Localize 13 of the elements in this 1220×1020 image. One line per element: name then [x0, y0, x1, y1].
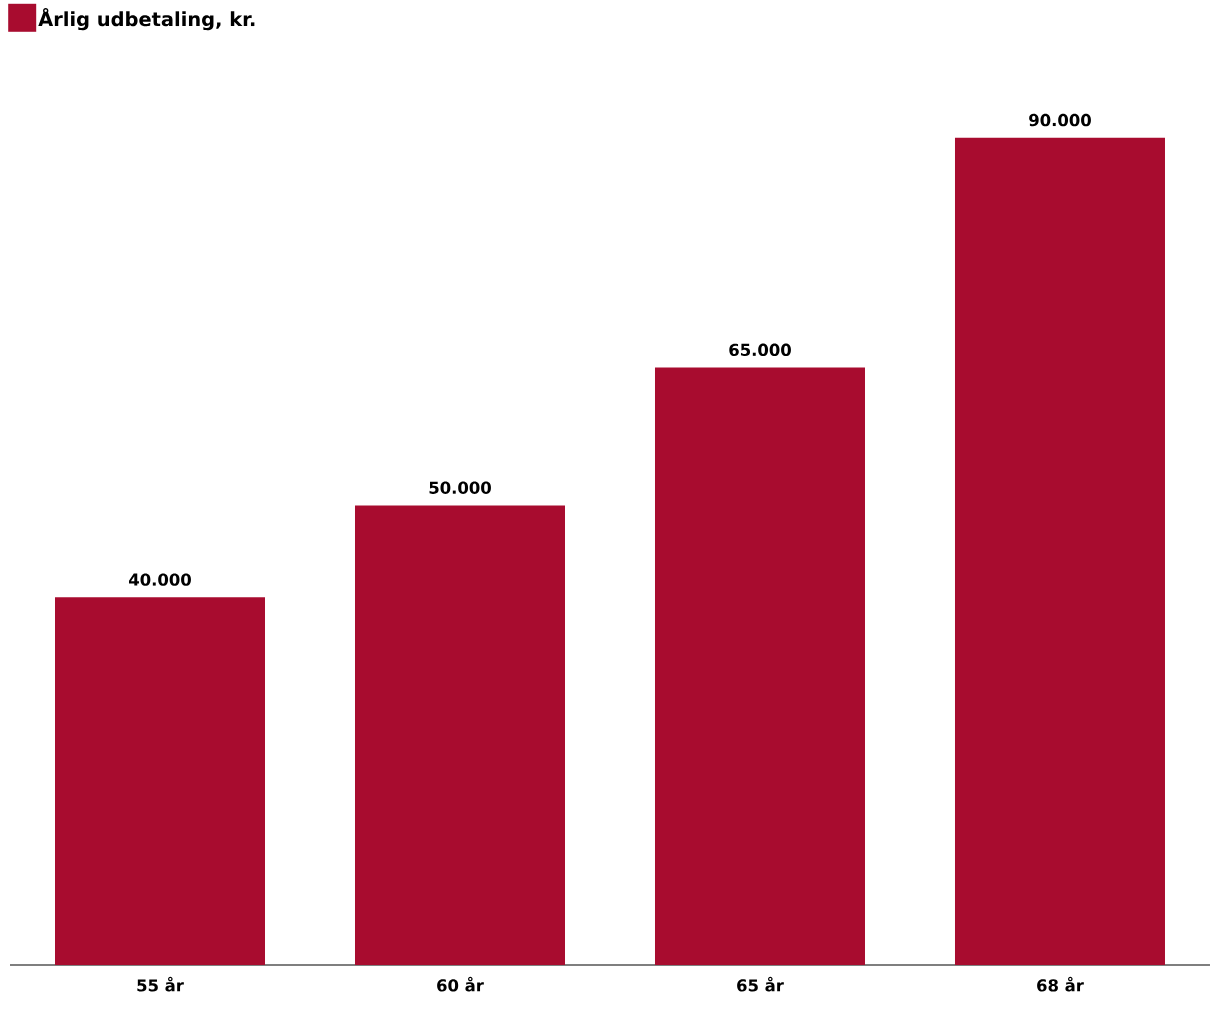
bar — [354, 505, 565, 965]
data-label: 65.000 — [729, 343, 791, 357]
x-tick-label: 65 år — [737, 976, 784, 992]
x-tick-label: 60 år — [437, 976, 484, 992]
bar — [55, 597, 265, 965]
bar — [954, 137, 1165, 965]
data-label: 90.000 — [1029, 113, 1091, 127]
x-tick-label: 55 år — [137, 976, 184, 992]
x-tick-label: 68 år — [1037, 976, 1084, 992]
data-label: 50.000 — [429, 481, 491, 494]
data-label: 40.000 — [129, 573, 191, 586]
bar — [654, 367, 865, 965]
legend-label: Årlig udbetaling, kr. — [38, 8, 255, 31]
